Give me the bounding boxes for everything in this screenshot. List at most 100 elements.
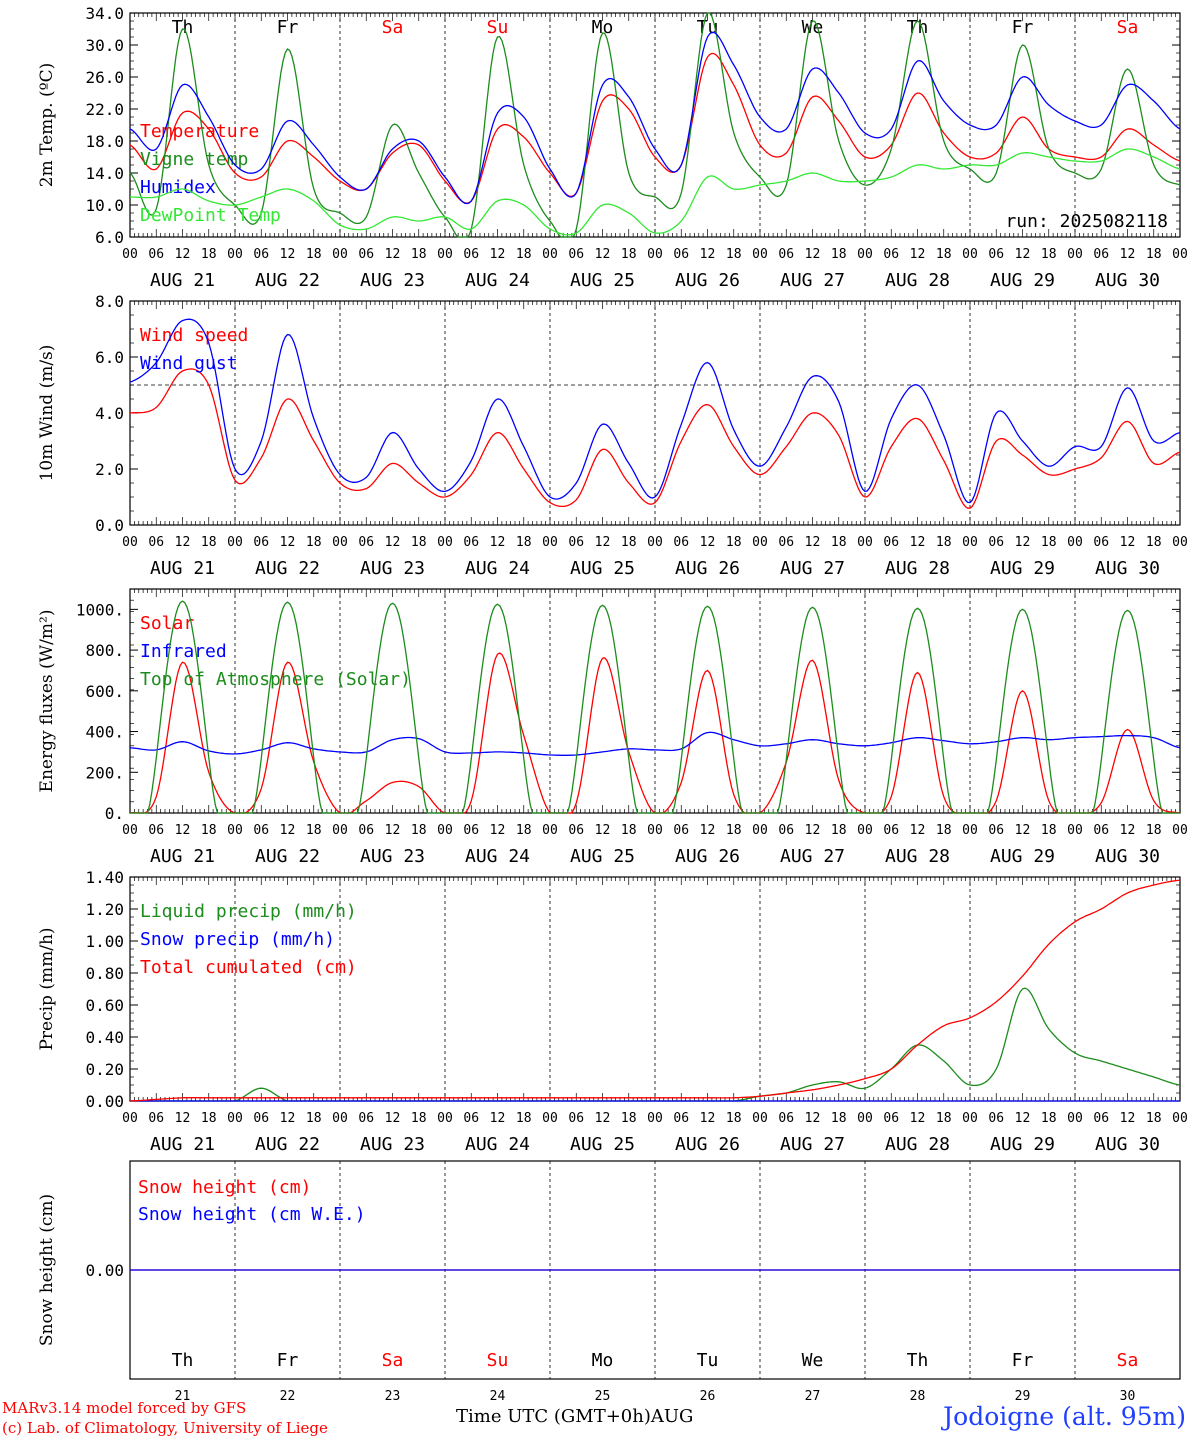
legend-entry: Liquid precip (mm/h) — [140, 901, 357, 922]
x-hour-label: 00 — [752, 535, 768, 550]
day-name-label: Sa — [1117, 1350, 1139, 1371]
y-tick-label: 2.0 — [95, 460, 124, 479]
y-tick-label: 30.0 — [85, 36, 124, 55]
x-hour-label: 18 — [516, 1111, 532, 1126]
day-name-label: Th — [907, 17, 929, 38]
day-name-label: We — [802, 1350, 824, 1371]
x-hour-label: 18 — [1041, 1111, 1057, 1126]
x-hour-label: 12 — [910, 247, 926, 262]
x-hour-label: 18 — [1041, 823, 1057, 838]
legend-entry: Solar — [140, 613, 194, 634]
day-number-label: 23 — [385, 1389, 401, 1404]
day-name-label: Mo — [592, 17, 614, 38]
x-hour-label: 18 — [306, 1111, 322, 1126]
day-number-label: 22 — [280, 1389, 296, 1404]
x-hour-label: 12 — [175, 823, 191, 838]
day-number-label: 26 — [700, 1389, 716, 1404]
x-hour-label: 06 — [358, 823, 374, 838]
x-hour-label: 06 — [988, 535, 1004, 550]
x-hour-label: 00 — [437, 247, 453, 262]
legend-entry: Snow height (cm) — [138, 1177, 311, 1198]
x-hour-label: 00 — [752, 1111, 768, 1126]
plot-frame — [129, 588, 1181, 814]
x-hour-label: 00 — [1067, 535, 1083, 550]
y-tick-label: 600. — [85, 682, 124, 701]
x-hour-label: 12 — [385, 823, 401, 838]
x-date-label: AUG 30 — [1095, 1134, 1160, 1155]
x-hour-label: 00 — [1067, 247, 1083, 262]
x-hour-label: 12 — [385, 247, 401, 262]
y-tick-label: 34.0 — [85, 4, 124, 23]
x-date-label: AUG 24 — [465, 558, 530, 579]
x-hour-label: 00 — [962, 1111, 978, 1126]
x-hour-label: 18 — [831, 1111, 847, 1126]
x-hour-label: 12 — [490, 823, 506, 838]
x-hour-label: 00 — [122, 247, 138, 262]
x-date-label: AUG 23 — [360, 558, 425, 579]
x-hour-label: 12 — [700, 535, 716, 550]
x-hour-label: 00 — [1172, 247, 1188, 262]
x-date-label: AUG 27 — [780, 558, 845, 579]
legend-entry: Top of Atmosphere (Solar) — [140, 669, 411, 690]
x-hour-label: 12 — [1015, 1111, 1031, 1126]
panel-4: 0.00 0.20 0.40 0.60 0.80 1.00 1.20 1.40 Precip (… — [37, 868, 1188, 1155]
x-hour-label: 12 — [1120, 247, 1136, 262]
x-date-label: AUG 26 — [675, 1134, 740, 1155]
x-hour-label: 00 — [647, 247, 663, 262]
x-hour-label: 06 — [1093, 535, 1109, 550]
x-hour-label: 00 — [1172, 1111, 1188, 1126]
legend-entry: Infrared — [140, 641, 227, 662]
x-hour-label: 18 — [936, 535, 952, 550]
x-hour-label: 00 — [437, 823, 453, 838]
x-hour-label: 18 — [306, 823, 322, 838]
day-name-label: Sa — [382, 1350, 404, 1371]
x-hour-label: 06 — [463, 1111, 479, 1126]
x-hour-label: 06 — [148, 247, 164, 262]
x-hour-label: 06 — [253, 535, 269, 550]
day-name-label: Fr — [277, 1350, 299, 1371]
x-hour-label: 06 — [463, 823, 479, 838]
y-tick-label: 26.0 — [85, 68, 124, 87]
x-hour-label: 12 — [1015, 535, 1031, 550]
x-hour-label: 12 — [1015, 823, 1031, 838]
x-hour-label: 12 — [805, 823, 821, 838]
x-hour-label: 18 — [411, 535, 427, 550]
x-date-label: AUG 26 — [675, 270, 740, 291]
legend-entry: Total cumulated (cm) — [140, 957, 357, 978]
day-number-label: 24 — [490, 1389, 506, 1404]
x-hour-label: 00 — [752, 247, 768, 262]
legend-entry: Humidex — [140, 177, 216, 198]
x-hour-label: 00 — [1172, 535, 1188, 550]
x-date-label: AUG 28 — [885, 846, 950, 867]
day-name-label: Su — [487, 1350, 509, 1371]
legend-entry: Snow precip (mm/h) — [140, 929, 335, 950]
x-axis-title-text: Time UTC (GMT+0h) — [456, 1406, 651, 1427]
x-date-label: AUG 22 — [255, 1134, 320, 1155]
day-number-label: 28 — [910, 1389, 926, 1404]
x-axis-title: Time UTC (GMT+0h)AUG — [456, 1406, 693, 1427]
y-axis-label: 10m Wind (m/s) — [37, 345, 57, 482]
x-hour-label: 18 — [936, 1111, 952, 1126]
legend-entry: Temperature — [140, 121, 259, 142]
x-hour-label: 06 — [988, 247, 1004, 262]
x-hour-label: 12 — [805, 535, 821, 550]
x-hour-label: 00 — [227, 535, 243, 550]
day-name-label: Fr — [277, 17, 299, 38]
y-tick-label: 0.00 — [85, 1092, 124, 1111]
x-hour-label: 00 — [1067, 823, 1083, 838]
x-hour-label: 00 — [647, 823, 663, 838]
x-hour-label: 00 — [437, 535, 453, 550]
x-date-label: AUG 26 — [675, 846, 740, 867]
x-hour-label: 00 — [227, 247, 243, 262]
x-hour-label: 12 — [1120, 823, 1136, 838]
x-axis-month: AUG — [650, 1406, 694, 1427]
x-hour-label: 18 — [411, 1111, 427, 1126]
x-hour-label: 00 — [962, 247, 978, 262]
day-name-label: Sa — [1117, 17, 1139, 38]
y-tick-label: 1.00 — [85, 932, 124, 951]
x-hour-label: 06 — [883, 247, 899, 262]
x-hour-label: 12 — [280, 535, 296, 550]
panel-5: 0.00 Snow height (cm) Th Fr Sa Su Mo Tu We Th Fr Sa… — [37, 1160, 1181, 1404]
x-hour-label: 18 — [726, 1111, 742, 1126]
